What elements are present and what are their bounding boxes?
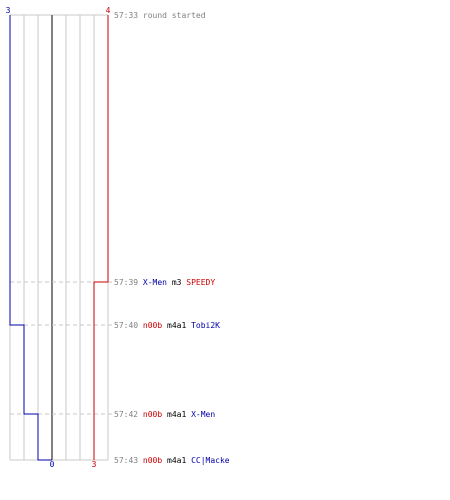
event-killer: n00b [143, 456, 167, 465]
event-time: 57:40 [114, 321, 143, 330]
event-time: 57:42 [114, 410, 143, 419]
event-row: 57:33 round started [114, 11, 206, 20]
event-row: 57:43 n00b m4a1 CC|Macke [114, 456, 230, 465]
event-time: 57:33 [114, 11, 143, 20]
event-killer: n00b [143, 321, 167, 330]
event-time: 57:39 [114, 278, 143, 287]
event-time: 57:43 [114, 456, 143, 465]
left-team-step-line [9, 15, 52, 461]
event-killer: X-Men [143, 278, 172, 287]
right-end-score: 3 [92, 460, 97, 469]
event-text: round started [143, 11, 206, 20]
event-weapon: m4a1 [167, 321, 191, 330]
left-start-score: 3 [6, 6, 11, 15]
event-row: 57:40 n00b m4a1 Tobi2K [114, 321, 220, 330]
event-victim: Tobi2K [191, 321, 220, 330]
right-team-step-line [93, 15, 109, 460]
event-killer: n00b [143, 410, 167, 419]
left-end-score: 0 [50, 460, 55, 469]
event-weapon: m3 [172, 278, 186, 287]
event-victim: CC|Macke [191, 456, 230, 465]
event-victim: X-Men [191, 410, 215, 419]
event-weapon: m4a1 [167, 456, 191, 465]
event-weapon: m4a1 [167, 410, 191, 419]
event-row: 57:42 n00b m4a1 X-Men [114, 410, 215, 419]
event-row: 57:39 X-Men m3 SPEEDY [114, 278, 215, 287]
event-victim: SPEEDY [186, 278, 215, 287]
right-start-score: 4 [106, 6, 111, 15]
